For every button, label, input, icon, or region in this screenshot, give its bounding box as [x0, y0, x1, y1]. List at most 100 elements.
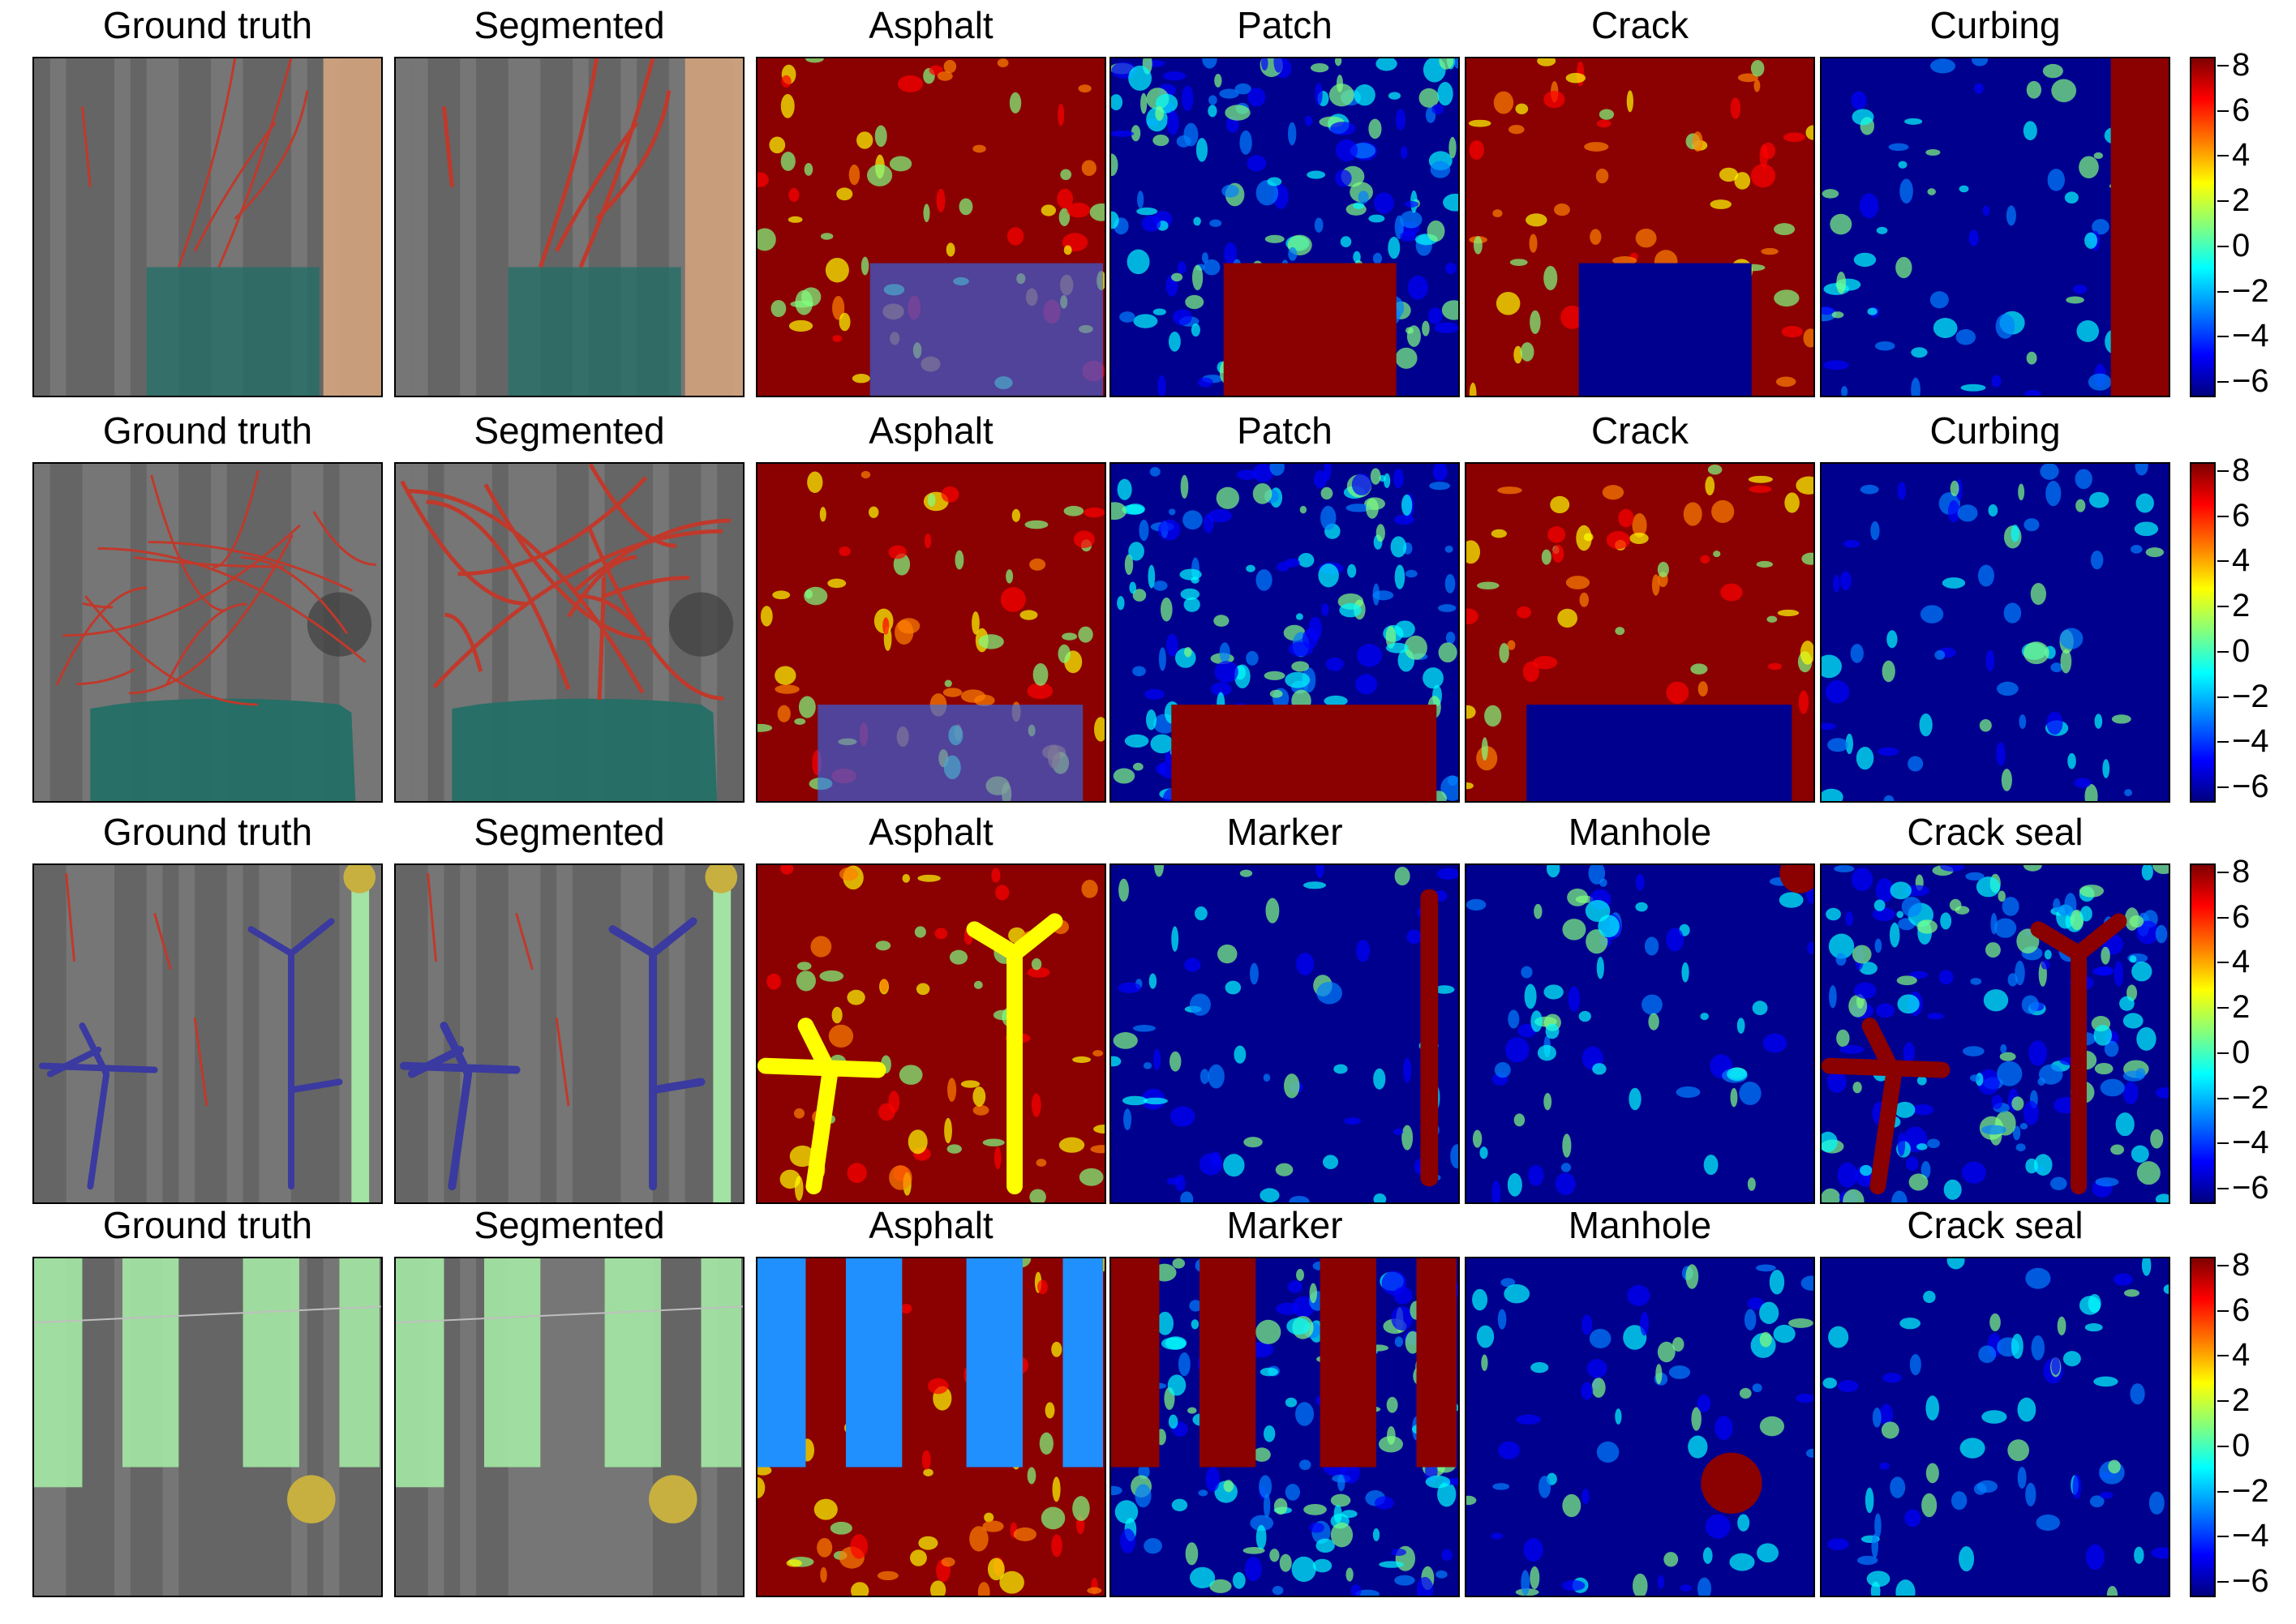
heatmap-panel [1820, 57, 2170, 397]
pavement-image [34, 1258, 381, 1596]
colorbar-tick-label: 0 [2232, 632, 2251, 669]
heatmap-panel [1465, 57, 1815, 397]
colorbar-tick-label: −4 [2232, 1518, 2269, 1554]
colorbar [2190, 462, 2216, 803]
panel-title: Crack [1590, 4, 1689, 46]
colorbar-tick [2217, 381, 2229, 383]
colorbar-tick-label: 8 [2232, 47, 2251, 83]
panel-title: Segmented [474, 1204, 665, 1246]
pavement-image [396, 58, 743, 396]
panel-title: Segmented [474, 811, 665, 853]
colorbar-tick-label: 2 [2232, 182, 2251, 219]
colorbar-tick [2217, 336, 2229, 338]
panel-title: Manhole [1568, 811, 1712, 853]
colorbar-tick-label: 6 [2232, 898, 2251, 935]
heatmap-panel [1109, 1257, 1460, 1597]
colorbar-tick-label: 0 [2232, 1034, 2251, 1070]
colorbar-tick-label: −2 [2232, 1472, 2269, 1509]
pavement-image [396, 1258, 743, 1596]
colorbar-tick [2217, 1400, 2229, 1403]
panel-title: Crack seal [1907, 1204, 2084, 1246]
colorbar-tick-label: 8 [2232, 854, 2251, 889]
colorbar-tick [2217, 245, 2229, 247]
colorbar-tick-label: 6 [2232, 92, 2251, 128]
heatmap-image [757, 1258, 1105, 1596]
segmented-image [394, 462, 745, 803]
colorbar-tick-label: 6 [2232, 497, 2251, 533]
heatmap-image [1822, 58, 2169, 396]
colorbar-tick-label: 4 [2232, 137, 2251, 174]
ground-truth-image [32, 57, 383, 397]
figure-row: Ground truth Segmented Asphalt Patch Crack Cu… [0, 0, 2296, 397]
panel-title: Asphalt [869, 811, 994, 853]
panel-title: Manhole [1568, 1204, 1712, 1246]
pavement-image [396, 464, 743, 801]
heatmap-image [1466, 1258, 1813, 1596]
colorbar-tick [2217, 650, 2229, 653]
heatmap-image [1822, 865, 2169, 1202]
colorbar-tick-label: 0 [2232, 227, 2251, 264]
panel-title: Asphalt [869, 1204, 994, 1246]
heatmap-panel [1465, 462, 1815, 803]
colorbar-tick [2217, 65, 2229, 66]
colorbar-tick-label: −2 [2232, 1079, 2269, 1116]
panel-title: Asphalt [869, 4, 994, 46]
colorbar-tick-label: −6 [2232, 1563, 2269, 1599]
heatmap-panel [1820, 1257, 2170, 1597]
panel-title: Patch [1237, 409, 1333, 452]
panel-title: Marker [1226, 811, 1343, 853]
heatmap-image [1822, 1258, 2169, 1596]
colorbar-tick-label: −4 [2232, 318, 2269, 354]
colorbar-tick [2217, 1581, 2229, 1583]
figure-row: Ground truth Segmented Asphalt Marker Manhol… [0, 807, 2296, 1204]
colorbar-tick [2217, 962, 2229, 964]
colorbar-tick-label: −2 [2232, 678, 2269, 714]
heatmap-image [757, 464, 1105, 801]
heatmap-panel [1820, 462, 2170, 803]
panel-title: Curbing [1929, 4, 2061, 46]
colorbar-tick-label: 2 [2232, 989, 2251, 1026]
heatmap-panel [1465, 863, 1815, 1204]
colorbar-tick [2217, 1445, 2229, 1447]
colorbar-tick [2217, 1355, 2229, 1357]
colorbar-tick [2217, 1142, 2229, 1145]
colorbar-tick [2217, 696, 2229, 698]
colorbar-tick-label: 4 [2232, 944, 2251, 980]
colorbar-tick-label: 0 [2232, 1427, 2251, 1463]
pavement-image [34, 865, 381, 1202]
colorbar-tick-label: 6 [2232, 1292, 2251, 1328]
pavement-image [396, 865, 743, 1202]
colorbar-tick [2217, 515, 2229, 517]
colorbar-tick [2217, 606, 2229, 608]
heatmap-image [757, 58, 1105, 396]
ground-truth-image [32, 863, 383, 1204]
colorbar-tick [2217, 1309, 2229, 1312]
colorbar-tick-label: 2 [2232, 1382, 2251, 1419]
colorbar-tick-label: 2 [2232, 588, 2251, 624]
colorbar-tick-label: −4 [2232, 723, 2269, 760]
panel-title: Crack [1590, 409, 1689, 452]
colorbar-tick [2217, 1265, 2229, 1266]
heatmap-image [1466, 865, 1813, 1202]
heatmap-panel [756, 1257, 1106, 1597]
segmented-image [394, 1257, 745, 1597]
panel-title: Segmented [474, 409, 665, 452]
colorbar [2190, 57, 2216, 397]
colorbar-tick [2217, 1097, 2229, 1099]
heatmap-panel [1820, 863, 2170, 1204]
colorbar-tick-label: −4 [2232, 1125, 2269, 1161]
colorbar [2190, 863, 2216, 1204]
pavement-image [34, 58, 381, 396]
heatmap-image [1466, 58, 1813, 396]
ground-truth-image [32, 1257, 383, 1597]
colorbar [2190, 1257, 2216, 1597]
panel-title: Curbing [1929, 409, 2061, 452]
heatmap-panel [756, 57, 1106, 397]
heatmap-image [1111, 1258, 1458, 1596]
colorbar-tick [2217, 1490, 2229, 1493]
figure-row: Ground truth Segmented Asphalt Marker Manhol… [0, 1200, 2296, 1597]
colorbar-tick-label: −6 [2232, 363, 2269, 399]
heatmap-panel [1109, 57, 1460, 397]
heatmap-image [1466, 464, 1813, 801]
